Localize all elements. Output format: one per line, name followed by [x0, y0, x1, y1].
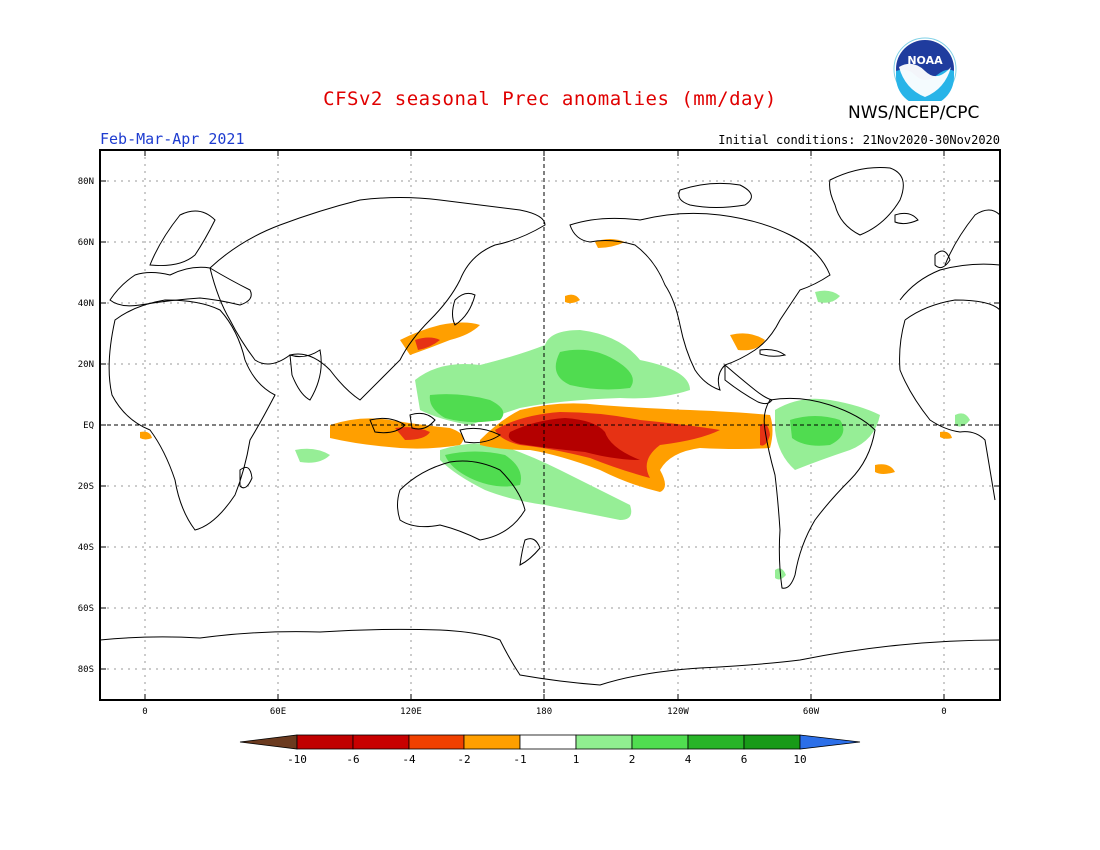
coast-scandinavia: [149, 210, 216, 266]
colorbar-labels: -10 -6 -4 -2 -1 1 2 4 6 10: [287, 753, 807, 766]
colorbar-label: -4: [402, 753, 416, 766]
season-label: Feb-Mar-Apr 2021: [100, 130, 245, 148]
chart-title: CFSv2 seasonal Prec anomalies (mm/day): [323, 88, 777, 110]
coast-borneo: [409, 412, 436, 430]
lat-label: 20S: [78, 482, 94, 492]
colorbar-min-triangle: [239, 734, 298, 750]
colorbar-label: 1: [573, 753, 580, 766]
coast-europe: [109, 266, 252, 307]
dry-central-pacific-core: [508, 418, 640, 460]
dry-peru-coast: [760, 423, 770, 446]
colorbar-swatch: [352, 734, 410, 750]
lat-label: 80S: [78, 665, 94, 675]
lon-label: 120W: [667, 707, 689, 717]
wet-australia-n: [445, 451, 521, 487]
colorbar-swatch: [296, 734, 354, 750]
coast-africa-west-repeat: [899, 319, 996, 501]
coast-australia: [397, 460, 526, 541]
coast-africa: [108, 299, 276, 531]
coast-north-america: [569, 212, 831, 391]
coast-scandinavia-repeat: [944, 209, 1000, 266]
wet-anomalies: [295, 290, 970, 580]
coast-caribbean-islands: [759, 349, 787, 357]
dry-caribbean: [730, 333, 765, 351]
tick-marks: [100, 150, 1000, 700]
coast-africa-repeat: [904, 299, 1000, 321]
coast-india: [289, 349, 322, 401]
coast-south-america: [763, 397, 876, 589]
colorbar-label: -1: [513, 753, 526, 766]
colorbar-label: 6: [741, 753, 748, 766]
latitude-labels: 80N 60N 40N 20N EQ 20S 40S 60S 80S: [78, 177, 94, 675]
colorbar-swatch: [519, 734, 577, 750]
lon-label: 60E: [270, 707, 286, 717]
colorbar-label: 4: [685, 753, 692, 766]
lon-label: 0: [142, 707, 147, 717]
coast-asia: [209, 197, 546, 401]
coast-central-america: [724, 363, 773, 405]
lat-label: 20N: [78, 360, 94, 370]
wet-indian-ocean: [295, 448, 330, 463]
lat-label: 80N: [78, 177, 94, 187]
colorbar-swatch: [743, 734, 801, 750]
wet-amazon-inner: [790, 416, 844, 446]
lat-label: EQ: [83, 421, 94, 431]
longitude-labels: 0 60E 120E 180 120W 60W 0: [142, 707, 946, 717]
coast-madagascar: [239, 466, 253, 489]
lat-label: 60S: [78, 604, 94, 614]
colorbar: [239, 734, 861, 750]
dry-east-asia-inner: [415, 337, 440, 350]
coast-new-guinea: [459, 427, 501, 444]
initial-conditions-label: Initial conditions: 21Nov2020-30Nov2020: [718, 133, 1000, 147]
logo-text: NOAA: [907, 54, 943, 67]
colorbar-label: 2: [629, 753, 636, 766]
colorbar-label: -10: [287, 753, 307, 766]
dry-anomalies: [140, 239, 952, 492]
coast-japan: [452, 292, 476, 326]
wet-tropical-w: [429, 394, 504, 423]
colorbar-label: -6: [346, 753, 359, 766]
coast-uk: [934, 250, 951, 269]
lat-label: 40S: [78, 543, 94, 553]
noaa-logo: NOAA: [893, 37, 957, 101]
coastlines: [100, 167, 1000, 686]
colorbar-swatch: [463, 734, 521, 750]
colorbar-label: 10: [793, 753, 806, 766]
agency-label: NWS/NCEP/CPC: [848, 103, 980, 123]
dry-atlantic: [940, 431, 952, 439]
coast-antarctica: [100, 628, 1000, 686]
colorbar-swatch: [408, 734, 465, 750]
lon-label: 60W: [803, 707, 820, 717]
wet-nw-pacific-inner: [555, 349, 633, 390]
coast-iceland: [894, 212, 919, 225]
dry-s-atlantic: [875, 464, 895, 474]
colorbar-label: -2: [457, 753, 470, 766]
dry-w-africa: [140, 431, 152, 440]
coast-new-zealand: [519, 538, 541, 566]
dry-maritime-inner: [395, 427, 430, 440]
colorbar-swatch: [631, 734, 689, 750]
lon-label: 0: [941, 707, 946, 717]
lat-label: 40N: [78, 299, 94, 309]
colorbar-swatch: [575, 734, 633, 750]
coast-greenland: [829, 167, 904, 236]
dry-maritime-continent: [330, 418, 464, 449]
wet-atlantic-eq: [955, 413, 970, 427]
dry-north-pacific: [565, 294, 580, 304]
colorbar-swatch: [687, 734, 745, 750]
lat-label: 60N: [78, 238, 94, 248]
colorbar-max-triangle: [799, 734, 861, 750]
wet-se-us: [815, 290, 840, 303]
lon-label: 180: [536, 707, 552, 717]
coast-arctic-islands: [678, 182, 752, 208]
dry-east-asia: [400, 322, 480, 355]
lon-label: 120E: [400, 707, 422, 717]
coast-europe-repeat: [899, 263, 1000, 301]
